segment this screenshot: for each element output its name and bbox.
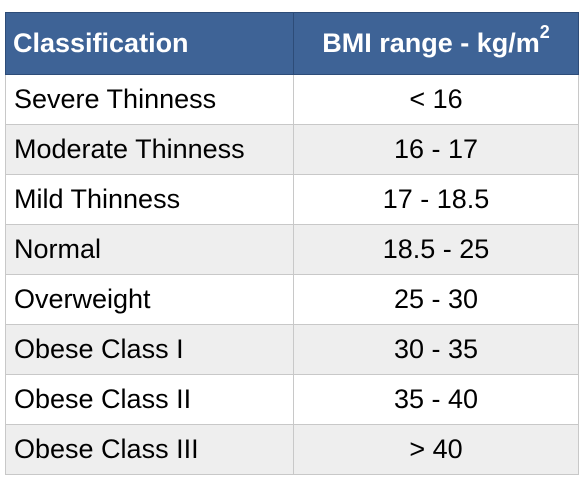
- table-row: Mild Thinness 17 - 18.5: [5, 174, 579, 225]
- classification-cell: Severe Thinness: [5, 74, 294, 125]
- bmi-range-cell: 18.5 - 25: [293, 224, 579, 275]
- table-row: Normal 18.5 - 25: [5, 224, 579, 275]
- bmi-range-cell: 25 - 30: [293, 274, 579, 325]
- bmi-range-cell: > 40: [293, 424, 579, 475]
- classification-cell: Moderate Thinness: [5, 124, 294, 175]
- header-row: Classification BMI range - kg/m2: [5, 12, 579, 75]
- classification-cell: Overweight: [5, 274, 294, 325]
- bmi-classification-table: Classification BMI range - kg/m2 Severe …: [5, 12, 579, 475]
- bmi-range-header-text: BMI range - kg/m: [322, 28, 540, 58]
- table-row: Obese Class III > 40: [5, 424, 579, 475]
- bmi-range-cell: 35 - 40: [293, 374, 579, 425]
- bmi-range-cell: 16 - 17: [293, 124, 579, 175]
- classification-column-header: Classification: [5, 12, 294, 75]
- bmi-range-cell: 17 - 18.5: [293, 174, 579, 225]
- unit-superscript: 2: [539, 22, 550, 42]
- classification-cell: Obese Class II: [5, 374, 294, 425]
- table-row: Overweight 25 - 30: [5, 274, 579, 325]
- table-row: Obese Class I 30 - 35: [5, 324, 579, 375]
- table-header: Classification BMI range - kg/m2: [5, 12, 579, 75]
- classification-cell: Mild Thinness: [5, 174, 294, 225]
- table-row: Obese Class II 35 - 40: [5, 374, 579, 425]
- table-body: Severe Thinness < 16 Moderate Thinness 1…: [5, 74, 579, 475]
- classification-cell: Normal: [5, 224, 294, 275]
- bmi-range-cell: 30 - 35: [293, 324, 579, 375]
- classification-cell: Obese Class III: [5, 424, 294, 475]
- table-row: Moderate Thinness 16 - 17: [5, 124, 579, 175]
- table-row: Severe Thinness < 16: [5, 74, 579, 125]
- classification-cell: Obese Class I: [5, 324, 294, 375]
- bmi-range-cell: < 16: [293, 74, 579, 125]
- bmi-range-column-header: BMI range - kg/m2: [293, 12, 579, 75]
